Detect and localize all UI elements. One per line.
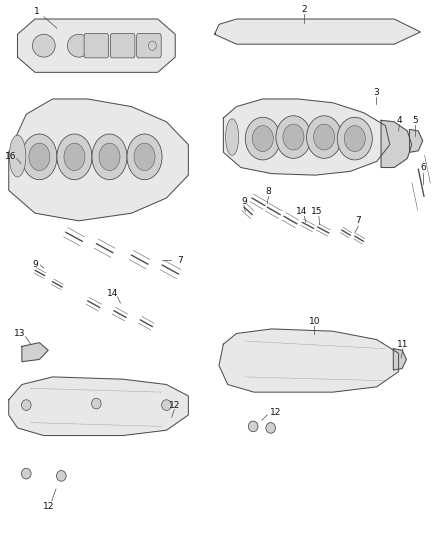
Text: 1: 1	[34, 7, 40, 16]
Text: 14: 14	[296, 207, 307, 216]
Ellipse shape	[276, 116, 311, 158]
Text: 12: 12	[169, 401, 180, 409]
Ellipse shape	[21, 400, 31, 410]
Ellipse shape	[344, 126, 365, 151]
Text: 11: 11	[397, 340, 409, 349]
Text: 9: 9	[32, 261, 38, 270]
Polygon shape	[9, 99, 188, 221]
Text: 14: 14	[107, 289, 119, 297]
FancyBboxPatch shape	[137, 34, 161, 58]
Text: 7: 7	[355, 216, 361, 225]
Text: 12: 12	[42, 502, 54, 511]
Polygon shape	[381, 120, 412, 167]
Ellipse shape	[64, 143, 85, 171]
Text: 9: 9	[241, 197, 247, 206]
Text: 3: 3	[373, 88, 379, 98]
Text: 7: 7	[177, 256, 184, 265]
Ellipse shape	[245, 117, 280, 160]
Ellipse shape	[252, 126, 273, 151]
Ellipse shape	[92, 134, 127, 180]
Ellipse shape	[162, 400, 171, 410]
Text: 12: 12	[270, 408, 282, 417]
Ellipse shape	[22, 134, 57, 180]
Text: 5: 5	[412, 116, 418, 125]
Text: 15: 15	[311, 207, 323, 216]
Ellipse shape	[307, 116, 342, 158]
Ellipse shape	[92, 398, 101, 409]
Polygon shape	[410, 130, 423, 152]
Ellipse shape	[67, 34, 90, 57]
Polygon shape	[9, 377, 188, 435]
Ellipse shape	[32, 34, 55, 57]
Polygon shape	[215, 19, 420, 44]
Ellipse shape	[9, 135, 26, 177]
Ellipse shape	[148, 41, 156, 50]
Ellipse shape	[226, 119, 239, 155]
Ellipse shape	[99, 143, 120, 171]
Text: 10: 10	[309, 317, 320, 326]
Text: 2: 2	[302, 5, 307, 14]
Polygon shape	[393, 349, 406, 370]
Text: 6: 6	[420, 163, 426, 172]
Text: 13: 13	[14, 329, 25, 338]
Polygon shape	[219, 329, 399, 392]
Ellipse shape	[57, 134, 92, 180]
Polygon shape	[223, 99, 390, 175]
FancyBboxPatch shape	[84, 34, 109, 58]
Ellipse shape	[134, 143, 155, 171]
Polygon shape	[22, 343, 48, 362]
Text: 4: 4	[397, 116, 402, 125]
Ellipse shape	[314, 124, 335, 150]
Ellipse shape	[21, 469, 31, 479]
Ellipse shape	[248, 421, 258, 432]
Polygon shape	[18, 19, 175, 72]
Text: 8: 8	[265, 188, 272, 196]
Ellipse shape	[283, 124, 304, 150]
Ellipse shape	[29, 143, 50, 171]
Ellipse shape	[266, 423, 276, 433]
Ellipse shape	[127, 134, 162, 180]
Text: 16: 16	[5, 151, 17, 160]
FancyBboxPatch shape	[110, 34, 135, 58]
Ellipse shape	[337, 117, 372, 160]
Ellipse shape	[57, 471, 66, 481]
